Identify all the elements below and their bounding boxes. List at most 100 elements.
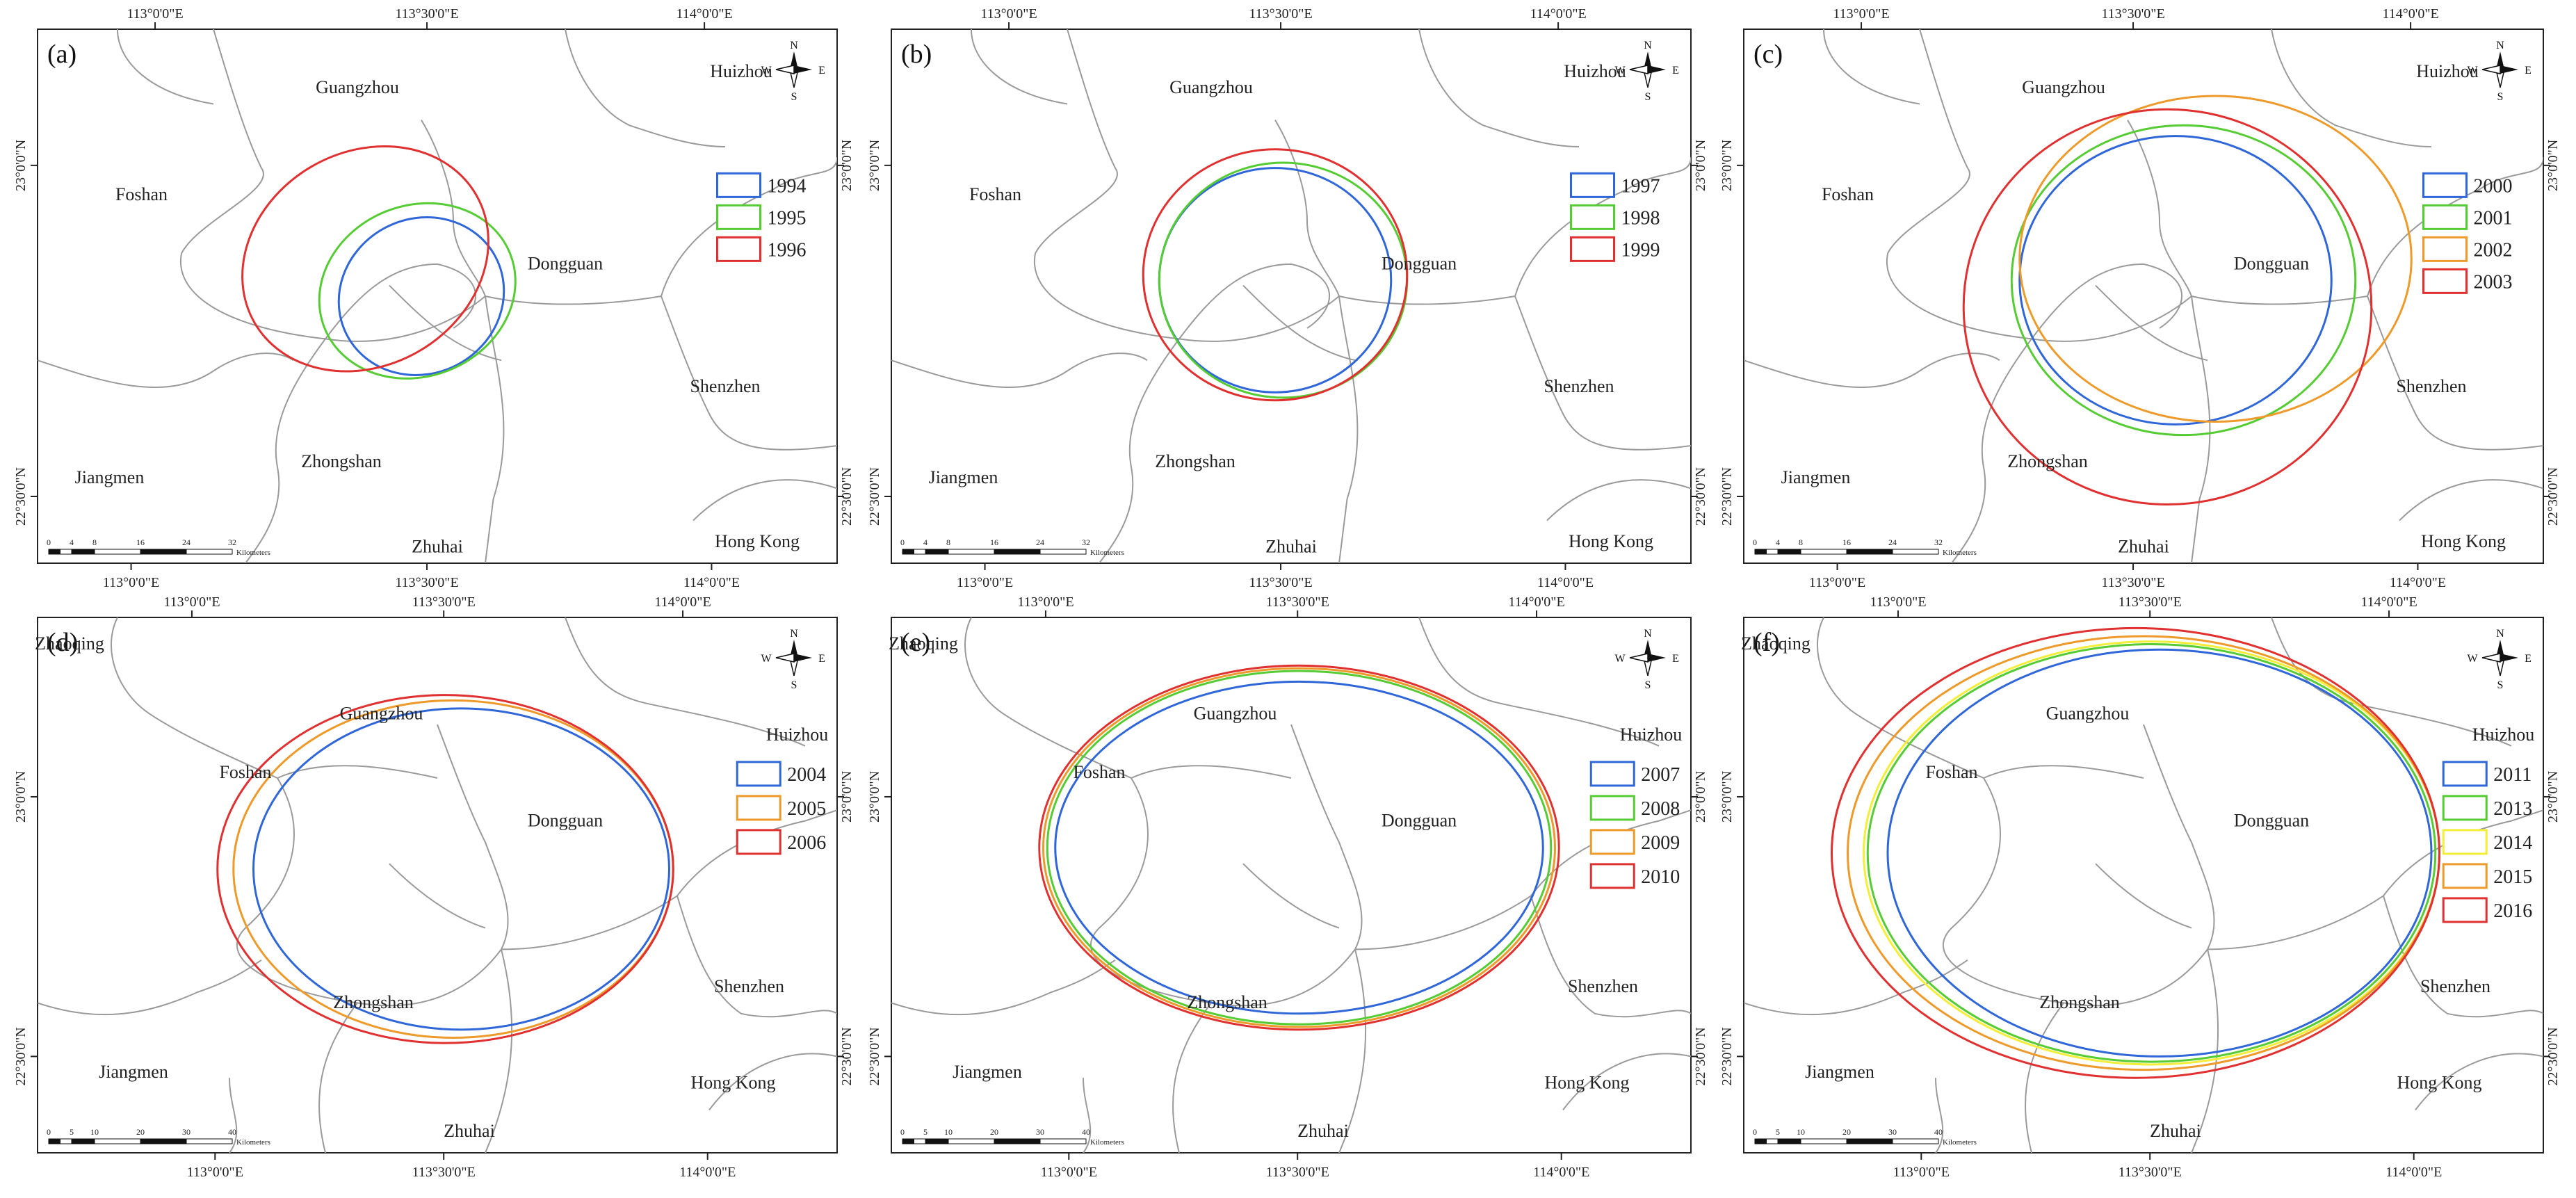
map-frame xyxy=(891,617,1692,1154)
ellipse-2000 xyxy=(2018,135,2333,426)
scale-tick-label: 0 xyxy=(900,1127,905,1137)
north-arrow-s: S xyxy=(2497,91,2504,103)
lon-label-bottom: 113°30'0"E xyxy=(1266,1165,1329,1180)
ellipse-2006 xyxy=(216,694,674,1044)
map-panel-c: (c) Guangzhou Huizhou Foshan Dongguan Shenzhe… xyxy=(1719,6,2561,590)
city-label: Dongguan xyxy=(528,254,603,274)
lat-label-right: 22°30'0"N xyxy=(1693,1027,1708,1085)
north-arrow-icon: N S W E xyxy=(1614,628,1678,691)
scale-tick-label: 20 xyxy=(136,1127,145,1137)
city-label: Huizhou xyxy=(2472,725,2535,745)
city-label: Hong Kong xyxy=(690,1073,775,1093)
city-label: Dongguan xyxy=(1382,810,1457,830)
map-frame xyxy=(1743,29,2544,564)
lon-label-bottom: 114°0'0"E xyxy=(2385,1165,2442,1180)
city-label: Dongguan xyxy=(2234,254,2309,274)
legend-swatch-2006 xyxy=(736,829,781,855)
lon-label-top: 113°0'0"E xyxy=(127,6,183,22)
ellipse-2008 xyxy=(1046,670,1553,1026)
deviation-ellipses xyxy=(1831,626,2440,1079)
legend-swatch-2002 xyxy=(2422,236,2468,262)
district-boundary xyxy=(2127,120,2368,305)
legend-label: 2015 xyxy=(2493,866,2532,888)
lat-label-right: 22°30'0"N xyxy=(839,1027,854,1085)
district-boundary xyxy=(1514,296,1691,451)
lat-label-left: 22°30'0"N xyxy=(867,467,882,526)
panel-label: (c) xyxy=(1753,40,1783,69)
city-label: Huizhou xyxy=(2416,61,2479,81)
map-legend: 2007 2008 2009 2010 xyxy=(1589,761,1680,889)
district-boundary xyxy=(38,959,262,1016)
north-arrow-w: W xyxy=(2467,653,2478,665)
district-boundary xyxy=(1418,29,1580,147)
legend-label: 2007 xyxy=(1641,764,1680,786)
scale-tick-label: 24 xyxy=(182,537,191,547)
district-boundary xyxy=(891,353,1148,388)
district-boundary xyxy=(1744,353,2000,388)
lat-label-right: 23°0'0"N xyxy=(1693,771,1708,823)
lat-label-left: 22°30'0"N xyxy=(867,1027,882,1085)
ellipse-2002 xyxy=(2018,95,2413,423)
district-boundary xyxy=(1033,29,1340,342)
map-frame xyxy=(37,29,838,564)
legend-label: 2008 xyxy=(1641,798,1680,820)
legend-swatch-1994 xyxy=(716,172,761,198)
scale-tick-label: 5 xyxy=(70,1127,74,1137)
lat-label-right: 23°0'0"N xyxy=(2545,140,2561,191)
scale-tick-label: 24 xyxy=(1888,537,1897,547)
scale-tick-label: 30 xyxy=(1036,1127,1044,1137)
lon-label-top: 114°0'0"E xyxy=(676,6,732,22)
city-label: Huizhou xyxy=(766,725,829,745)
legend-label: 2005 xyxy=(787,798,826,820)
north-arrow-e: E xyxy=(1672,653,1679,665)
scale-tick-label: 32 xyxy=(1082,537,1090,547)
district-boundary xyxy=(245,338,326,563)
district-boundary xyxy=(964,617,1132,779)
district-boundary xyxy=(1744,959,1968,1016)
lon-label-top: 113°0'0"E xyxy=(1833,6,1889,22)
lon-label-top: 113°0'0"E xyxy=(1870,594,1926,610)
legend-label: 2001 xyxy=(2474,207,2513,229)
lat-label-right: 22°30'0"N xyxy=(2545,467,2561,526)
ellipse-1996 xyxy=(241,145,489,373)
district-boundary xyxy=(1083,1078,1092,1153)
city-label: Zhongshan xyxy=(1187,992,1267,1012)
ellipse-2004 xyxy=(252,707,670,1031)
north-arrow-e: E xyxy=(2525,65,2532,76)
scale-tick-label: 40 xyxy=(228,1127,236,1137)
map-frame xyxy=(891,29,1692,564)
scale-tick-label: 16 xyxy=(136,537,145,547)
lon-label-top: 113°30'0"E xyxy=(412,594,476,610)
lon-label-top: 114°0'0"E xyxy=(1508,594,1564,610)
boundary-lines xyxy=(38,617,837,1153)
district-boundary xyxy=(111,617,278,779)
legend-label: 2004 xyxy=(787,764,826,786)
lat-label-right: 23°0'0"N xyxy=(1693,140,1708,191)
district-boundary xyxy=(1172,1002,1212,1153)
city-label: Jiangmen xyxy=(953,1062,1022,1082)
city-label: Shenzhen xyxy=(2420,976,2490,996)
map-frame xyxy=(37,617,838,1154)
north-arrow-n: N xyxy=(1644,628,1652,640)
scale-tick-label: 10 xyxy=(1797,1127,1805,1137)
scale-unit-label: Kilometers xyxy=(1943,1138,1977,1147)
lon-label-top: 113°0'0"E xyxy=(1017,594,1074,610)
lon-label-bottom: 113°0'0"E xyxy=(187,1165,243,1180)
district-boundary xyxy=(1942,777,2208,1007)
lat-label-left: 23°0'0"N xyxy=(1719,140,1735,191)
legend-label: 1996 xyxy=(768,239,807,261)
city-label: Zhaoqing xyxy=(35,633,104,654)
district-boundary xyxy=(1418,617,1660,747)
lat-label-right: 22°30'0"N xyxy=(2545,1027,2561,1085)
ellipse-2013 xyxy=(1866,643,2437,1063)
map-legend: 1994 1995 1996 xyxy=(716,172,807,262)
legend-swatch-2005 xyxy=(736,795,781,821)
scale-tick-label: 0 xyxy=(1753,537,1757,547)
scale-tick-label: 8 xyxy=(1799,537,1803,547)
deviation-ellipses xyxy=(216,694,674,1044)
lat-label-left: 22°30'0"N xyxy=(1719,1027,1735,1085)
district-boundary xyxy=(236,777,502,1007)
north-arrow-s: S xyxy=(2497,679,2504,691)
